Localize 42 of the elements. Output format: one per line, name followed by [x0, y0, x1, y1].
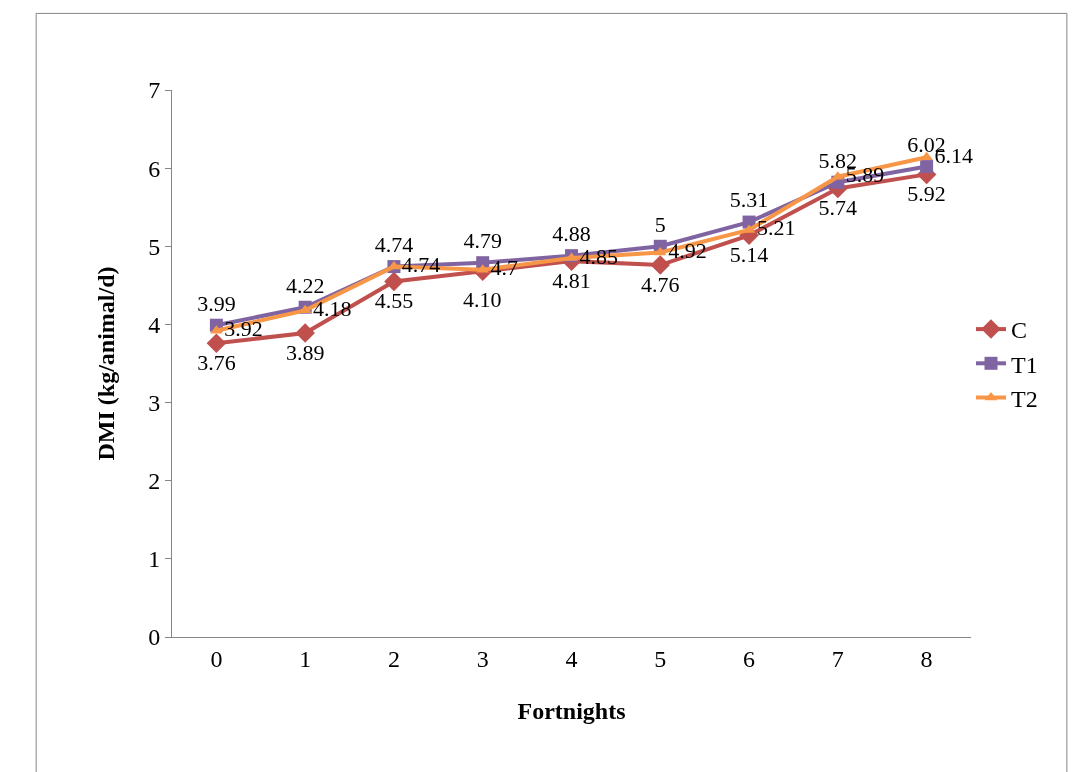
x-tick-label: 8: [920, 645, 933, 672]
y-axis-title: DMI (kg/animal/d): [93, 266, 119, 461]
point: [384, 271, 404, 292]
legend-label: C: [1011, 317, 1028, 344]
data-label: 3.89: [285, 339, 325, 365]
x-axis-title: Fortnights: [517, 698, 626, 724]
data-label: 4.79: [463, 228, 502, 254]
x-tick-label: 0: [210, 645, 223, 672]
data-label: 4.7: [490, 255, 519, 281]
x-tick-label: 6: [743, 645, 756, 672]
legend-label: T1: [1011, 351, 1038, 378]
legend-label: T2: [1011, 385, 1038, 412]
data-label: 4.55: [374, 288, 414, 314]
y-tick-label: 0: [148, 624, 161, 651]
point: [206, 333, 227, 353]
x-tick-label: 1: [299, 645, 312, 672]
x-tick-label: 4: [565, 645, 578, 672]
data-label: 4.22: [285, 272, 325, 298]
x-tick-label: 7: [831, 645, 844, 672]
y-tick-label: 4: [148, 311, 161, 338]
data-label: 4.76: [641, 271, 680, 297]
point: [295, 323, 315, 343]
y-tick-label: 5: [148, 233, 161, 260]
data-label: 5.92: [907, 181, 946, 207]
x-tick-label: 2: [387, 645, 400, 672]
data-label: 3.76: [197, 350, 236, 376]
data-label: 5.21: [756, 215, 796, 241]
y-tick-label: 6: [148, 155, 161, 182]
y-tick-label: 2: [148, 468, 161, 495]
x-tick-label: 3: [476, 645, 489, 672]
annotation: 4.10: [463, 287, 502, 312]
data-label: 3.99: [197, 290, 236, 316]
y-tick-label: 7: [148, 77, 161, 104]
x-tick-label: 5: [654, 645, 667, 672]
data-label: 5: [654, 211, 666, 237]
data-label: 4.81: [552, 268, 591, 294]
point: [920, 160, 934, 174]
data-label: 5.31: [729, 187, 769, 213]
data-label: 5.14: [729, 242, 769, 268]
data-label: 5.74: [818, 195, 858, 221]
y-tick-label: 1: [148, 546, 161, 573]
y-tick-label: 3: [148, 389, 161, 416]
